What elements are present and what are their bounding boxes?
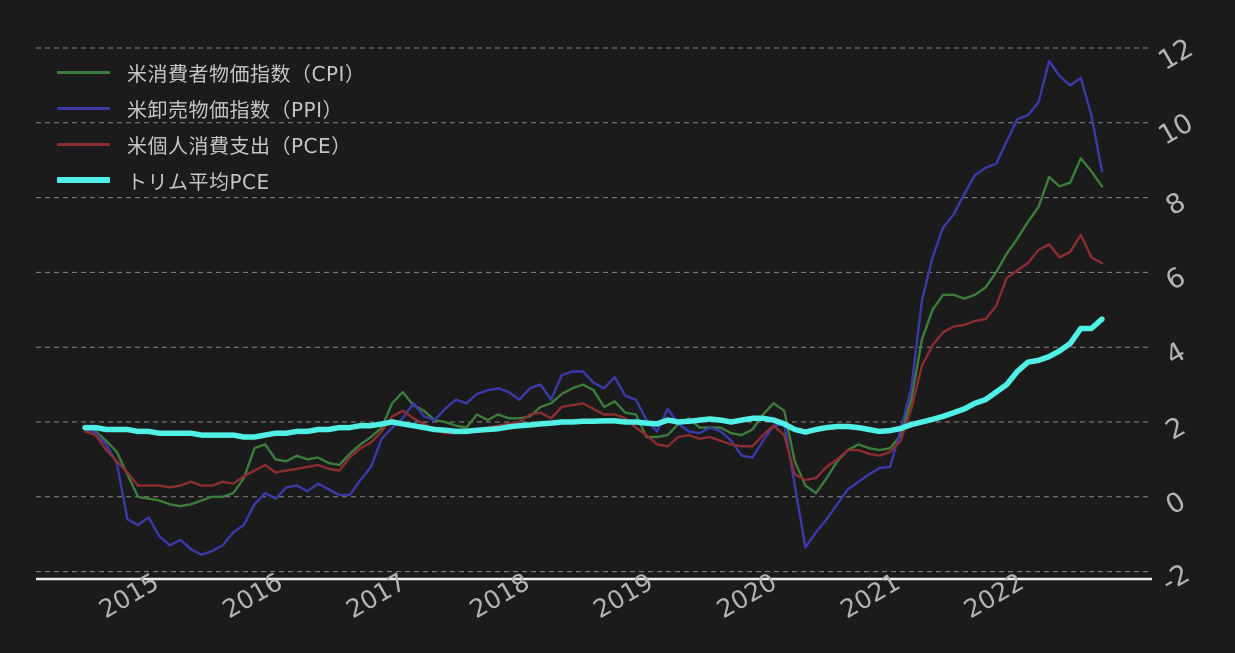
legend-item-trimmed-pce: トリム平均PCE bbox=[57, 162, 365, 198]
series-line-pce bbox=[83, 233, 1104, 489]
ppi-line-swatch bbox=[57, 106, 110, 110]
series-line-cpi bbox=[83, 157, 1104, 508]
series-line-trimmed_pce bbox=[82, 316, 1105, 440]
pce-line-swatch bbox=[57, 142, 110, 146]
legend-item-pce: 米個人消費支出（PCE） bbox=[57, 126, 365, 162]
legend-label-ppi: 米卸売物価指数（PPI） bbox=[127, 97, 344, 122]
chart-legend: 米消費者物価指数（CPI） 米卸売物価指数（PPI） 米個人消費支出（PCE） … bbox=[57, 54, 365, 198]
legend-item-cpi: 米消費者物価指数（CPI） bbox=[57, 54, 365, 90]
trimmed-pce-line-swatch bbox=[57, 177, 110, 183]
legend-label-cpi: 米消費者物価指数（CPI） bbox=[127, 61, 366, 86]
series-line-ppi bbox=[83, 59, 1104, 556]
legend-label-pce: 米個人消費支出（PCE） bbox=[127, 133, 352, 158]
legend-label-trimmed-pce: トリム平均PCE bbox=[127, 169, 270, 194]
cpi-line-swatch bbox=[57, 70, 110, 74]
legend-item-ppi: 米卸売物価指数（PPI） bbox=[57, 90, 365, 126]
